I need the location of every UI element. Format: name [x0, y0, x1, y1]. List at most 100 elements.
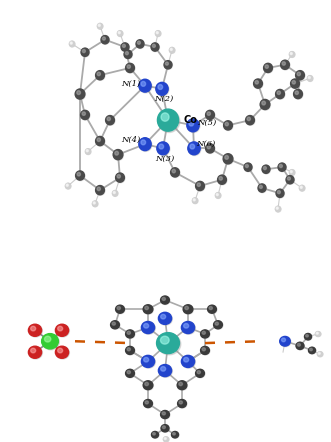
Circle shape — [276, 207, 278, 209]
Circle shape — [201, 330, 210, 338]
Circle shape — [188, 142, 200, 155]
Circle shape — [117, 175, 120, 178]
Circle shape — [127, 65, 130, 69]
Circle shape — [281, 338, 286, 342]
Circle shape — [307, 76, 313, 81]
Circle shape — [75, 89, 85, 99]
Circle shape — [96, 71, 104, 80]
Circle shape — [96, 71, 105, 80]
Circle shape — [166, 62, 168, 65]
Circle shape — [96, 137, 105, 146]
Circle shape — [156, 32, 158, 34]
Circle shape — [136, 40, 144, 49]
Circle shape — [262, 165, 270, 173]
Circle shape — [181, 355, 195, 367]
Circle shape — [159, 313, 172, 325]
Circle shape — [136, 40, 144, 48]
Circle shape — [254, 80, 263, 89]
Circle shape — [141, 321, 155, 334]
Circle shape — [187, 119, 200, 133]
Circle shape — [173, 433, 175, 435]
Circle shape — [170, 48, 172, 50]
Circle shape — [187, 119, 199, 132]
Circle shape — [172, 432, 179, 438]
Circle shape — [125, 347, 134, 354]
Circle shape — [224, 121, 232, 130]
Circle shape — [28, 346, 42, 358]
Circle shape — [178, 400, 187, 408]
Circle shape — [124, 50, 132, 59]
Circle shape — [66, 183, 71, 189]
Circle shape — [125, 52, 128, 55]
Circle shape — [125, 369, 134, 377]
Circle shape — [117, 307, 120, 309]
Circle shape — [92, 201, 98, 206]
Circle shape — [111, 321, 120, 329]
Circle shape — [244, 163, 252, 171]
Circle shape — [118, 31, 123, 37]
Circle shape — [106, 115, 115, 125]
Circle shape — [56, 325, 70, 337]
Circle shape — [207, 112, 211, 115]
Circle shape — [292, 80, 296, 84]
Circle shape — [225, 156, 228, 159]
Circle shape — [201, 347, 210, 354]
Circle shape — [113, 191, 115, 194]
Circle shape — [75, 89, 85, 100]
Circle shape — [170, 168, 179, 177]
Circle shape — [165, 61, 172, 69]
Circle shape — [81, 110, 89, 119]
Circle shape — [126, 64, 135, 73]
Circle shape — [152, 432, 159, 438]
Circle shape — [82, 112, 85, 115]
Circle shape — [144, 381, 154, 390]
Circle shape — [139, 80, 152, 93]
Circle shape — [97, 138, 100, 141]
Circle shape — [121, 43, 129, 52]
Circle shape — [29, 325, 42, 337]
Circle shape — [127, 331, 130, 334]
Circle shape — [181, 321, 195, 334]
Circle shape — [98, 24, 100, 27]
Circle shape — [260, 99, 270, 110]
Text: N(1): N(1) — [121, 80, 141, 88]
Circle shape — [215, 322, 218, 325]
Circle shape — [308, 76, 310, 79]
Circle shape — [161, 113, 169, 121]
Circle shape — [164, 438, 166, 439]
Circle shape — [214, 321, 223, 329]
Circle shape — [184, 358, 189, 362]
Circle shape — [157, 142, 170, 156]
Circle shape — [265, 65, 268, 69]
Circle shape — [281, 61, 290, 70]
Circle shape — [182, 356, 195, 368]
Circle shape — [315, 332, 321, 336]
Circle shape — [44, 336, 51, 342]
Circle shape — [112, 191, 118, 196]
Circle shape — [81, 49, 89, 57]
Circle shape — [101, 36, 110, 44]
Text: Co: Co — [183, 115, 197, 125]
Circle shape — [296, 71, 305, 80]
Circle shape — [77, 91, 80, 95]
Circle shape — [161, 425, 169, 432]
Circle shape — [116, 173, 125, 183]
Circle shape — [317, 352, 323, 357]
Circle shape — [184, 305, 193, 314]
Circle shape — [208, 305, 217, 314]
Circle shape — [209, 307, 213, 309]
Circle shape — [308, 347, 315, 354]
Circle shape — [85, 149, 91, 154]
Circle shape — [126, 370, 135, 378]
Circle shape — [305, 333, 311, 340]
Circle shape — [42, 334, 59, 350]
Circle shape — [179, 382, 182, 386]
Circle shape — [58, 326, 63, 331]
Circle shape — [101, 35, 109, 44]
Circle shape — [28, 324, 42, 336]
Circle shape — [161, 296, 169, 304]
Circle shape — [219, 177, 222, 180]
Circle shape — [161, 336, 169, 344]
Circle shape — [260, 100, 270, 110]
Circle shape — [58, 348, 63, 353]
